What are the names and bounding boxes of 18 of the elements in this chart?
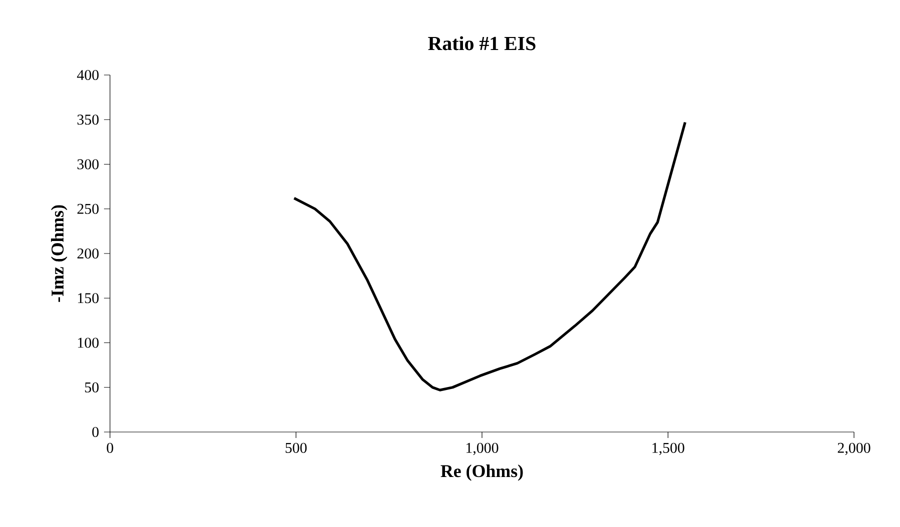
x-axis-title: Re (Ohms) (440, 464, 523, 481)
y-tick-label: 250 (77, 204, 99, 214)
chart-title: Ratio #1 EIS (428, 36, 536, 50)
y-tick-label: 200 (77, 248, 99, 259)
x-tick-label: 1,500 (652, 442, 684, 456)
x-tick-label: 0 (106, 442, 114, 453)
y-axis-title: -Imz (Ohms) (50, 205, 68, 302)
y-tick-label: 300 (77, 159, 99, 170)
y-tick-label: 350 (77, 114, 99, 125)
line-series (292, 121, 686, 392)
x-tick-label: 2,000 (838, 442, 870, 456)
x-tick-label: 500 (286, 442, 307, 453)
y-tick-label: 400 (77, 70, 99, 80)
y-tick-label: 100 (78, 338, 99, 348)
y-tick-label: 150 (78, 293, 99, 304)
y-tick-label: 50 (85, 382, 99, 392)
x-tick-label: 1,000 (466, 442, 498, 456)
y-tick-label: 0 (92, 426, 99, 438)
